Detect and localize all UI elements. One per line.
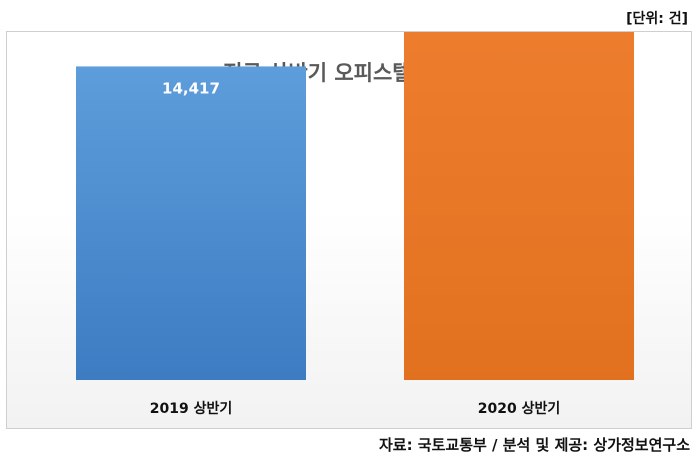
- data-label-1: 14,417: [162, 79, 220, 97]
- category-label-1: 2019 상반기: [150, 400, 232, 417]
- unit-label: [단위: 건]: [626, 11, 688, 27]
- bar-1: [76, 66, 306, 381]
- source-label: 자료: 국토교통부 / 분석 및 제공: 상가정보연구소: [378, 436, 690, 454]
- bar-2: [404, 32, 634, 381]
- category-label-2: 2020 상반기: [478, 400, 560, 417]
